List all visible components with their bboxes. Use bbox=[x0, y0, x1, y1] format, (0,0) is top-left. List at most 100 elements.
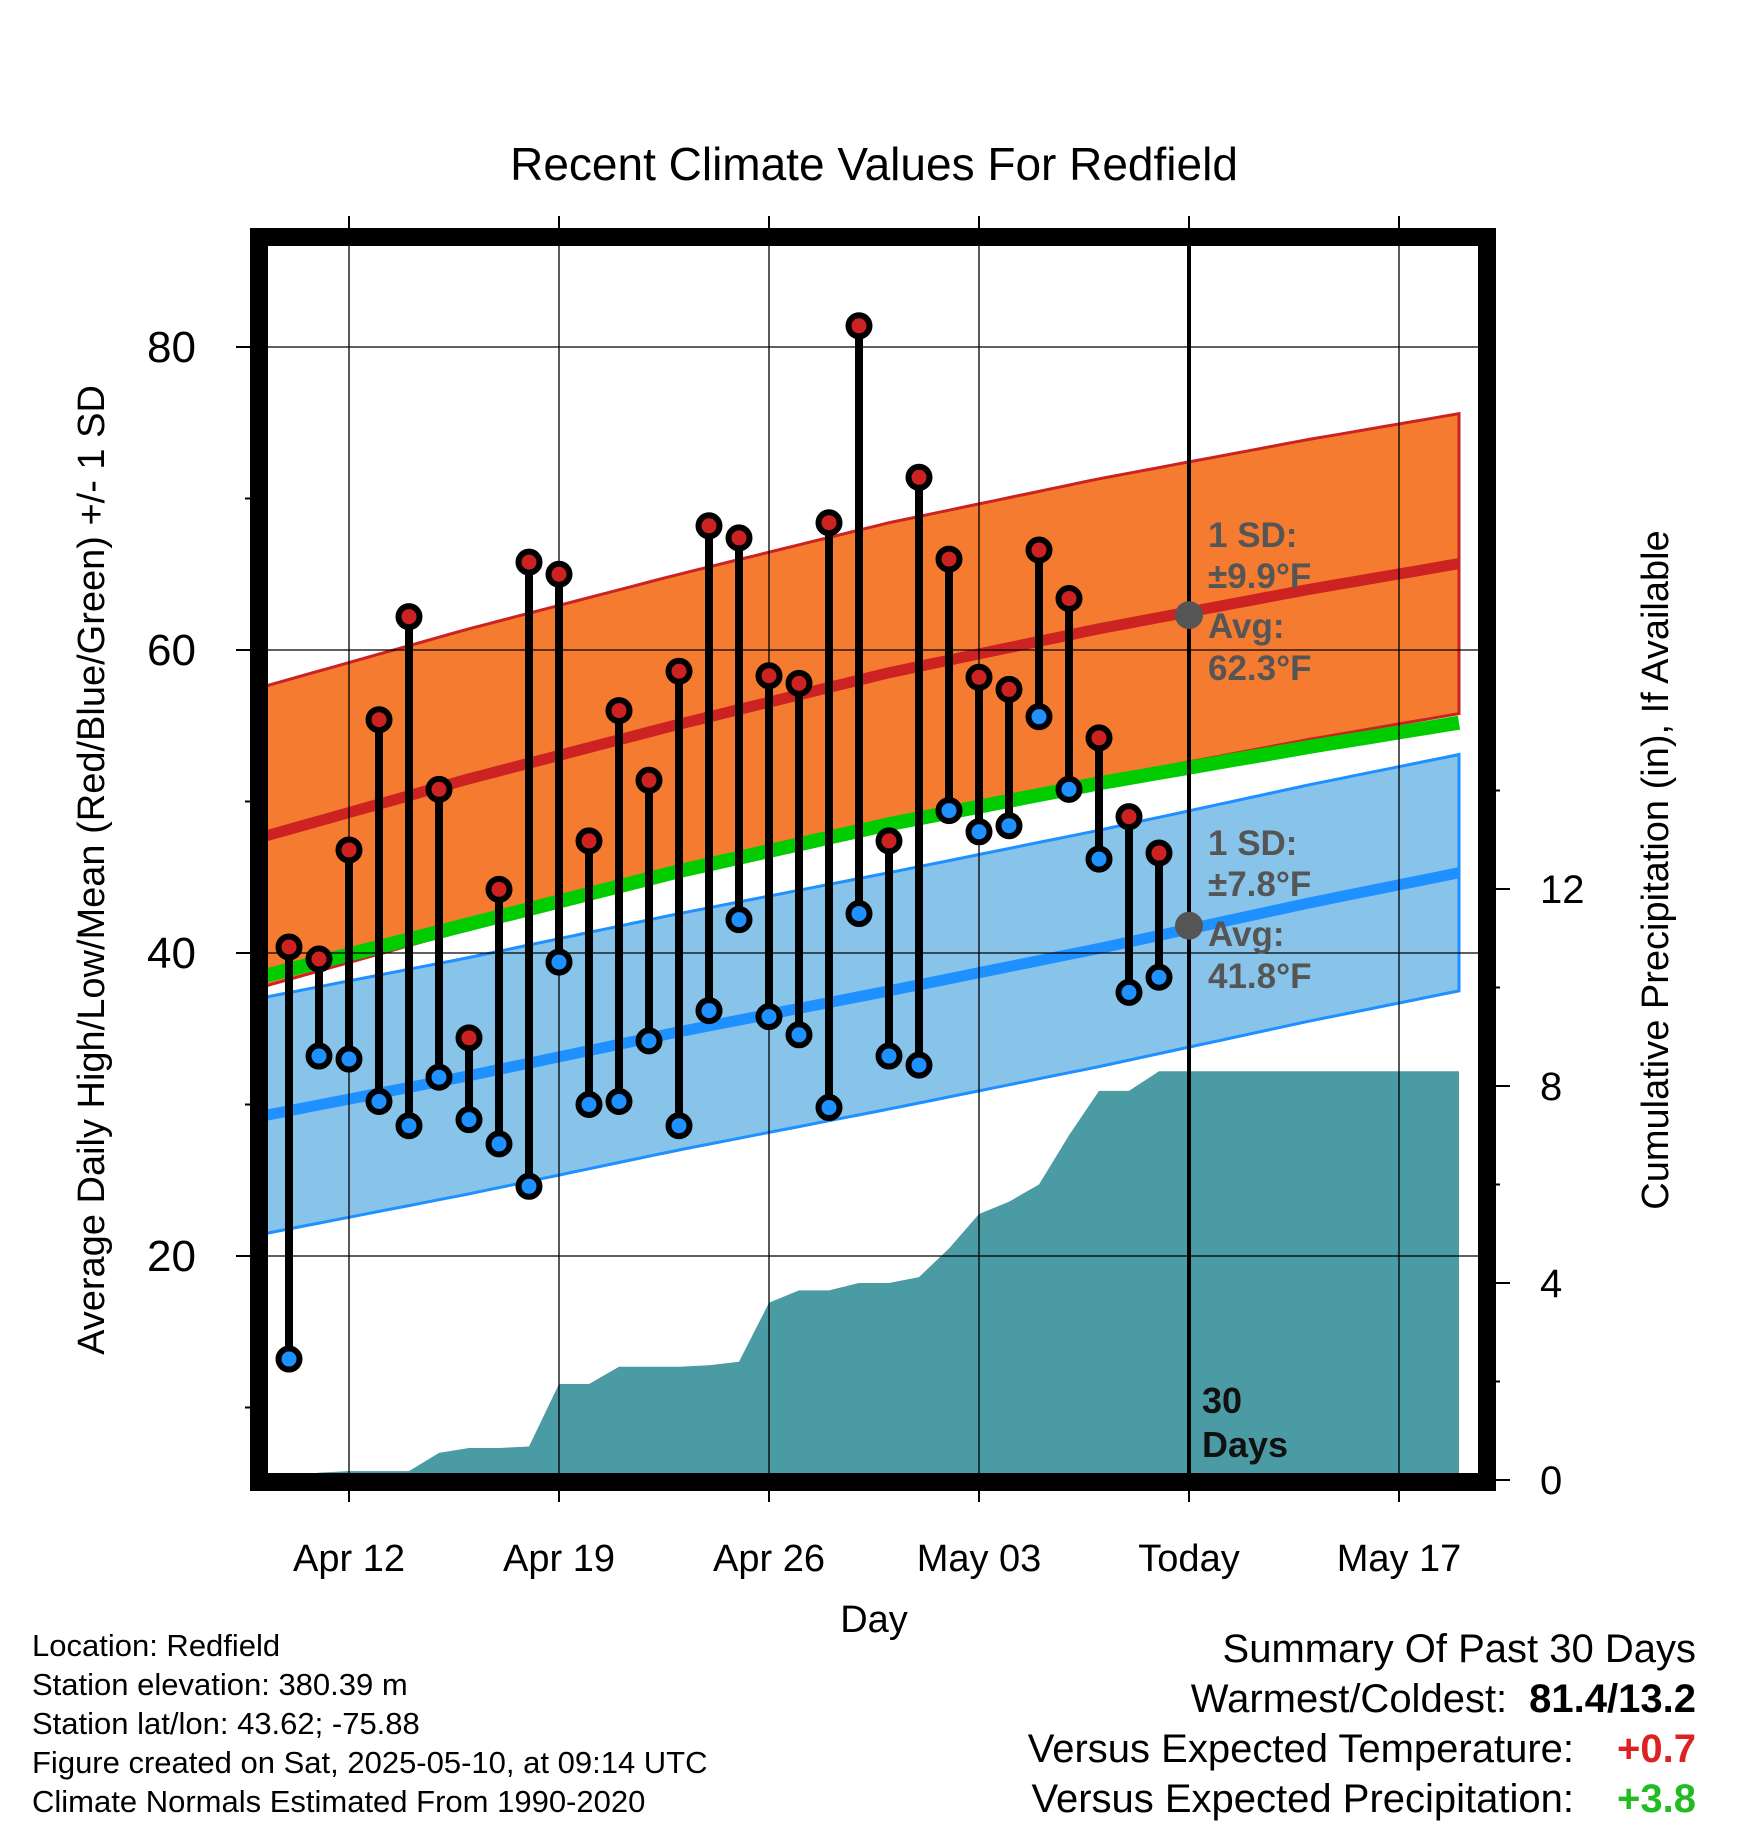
low-temp-point bbox=[305, 1042, 333, 1070]
low-temp-point bbox=[485, 1130, 513, 1158]
low-temp-point bbox=[1055, 775, 1083, 803]
observation-apr-29 bbox=[845, 312, 873, 928]
temp-vs-expected-row: Versus Expected Temperature: +0.7 bbox=[1028, 1724, 1696, 1774]
observation-apr-13 bbox=[365, 706, 393, 1115]
warmest-coldest-label: Warmest/Coldest: bbox=[1190, 1677, 1508, 1721]
observation-apr-14 bbox=[395, 603, 423, 1140]
observation-apr-19 bbox=[545, 560, 573, 976]
high-temp-point bbox=[755, 662, 783, 690]
high-temp-point bbox=[485, 875, 513, 903]
precip-vs-expected-value: +3.8 bbox=[1617, 1777, 1696, 1821]
low-temp-point bbox=[1145, 963, 1173, 991]
low-temp-point bbox=[1085, 845, 1113, 873]
high-temp-point bbox=[635, 766, 663, 794]
observation-may-4 bbox=[995, 675, 1023, 840]
low-temp-point bbox=[665, 1112, 693, 1140]
low-normal-line bbox=[268, 867, 1461, 1121]
observation-apr-17 bbox=[485, 875, 513, 1158]
observation-may-7 bbox=[1085, 724, 1113, 873]
temp-vs-expected-value: +0.7 bbox=[1617, 1727, 1696, 1771]
low-temp-point bbox=[605, 1087, 633, 1115]
low-temp-point bbox=[725, 906, 753, 934]
summary-title: Summary Of Past 30 Days bbox=[1222, 1627, 1696, 1671]
y-tick-label: 80 bbox=[147, 323, 196, 372]
low-temp-point bbox=[635, 1027, 663, 1055]
low-temp-point bbox=[695, 997, 723, 1025]
low-temp-point bbox=[455, 1106, 483, 1134]
observation-apr-30 bbox=[875, 827, 903, 1070]
low-temp-point bbox=[965, 818, 993, 846]
observation-apr-24 bbox=[695, 512, 723, 1025]
observation-apr-12 bbox=[335, 836, 363, 1073]
high-temp-point bbox=[1085, 724, 1113, 752]
high-temp-point bbox=[845, 312, 873, 340]
observation-apr-23 bbox=[665, 657, 693, 1140]
low-temp-point bbox=[425, 1063, 453, 1091]
y-axis-label: Average Daily High/Low/Mean (Red/Blue/Gr… bbox=[71, 385, 113, 1355]
observation-apr-11 bbox=[305, 945, 333, 1070]
high-avg-value: 62.3°F bbox=[1208, 649, 1312, 688]
low-temp-point bbox=[515, 1172, 543, 1200]
observation-apr-18 bbox=[515, 548, 543, 1200]
y-tick-label: 20 bbox=[147, 1232, 196, 1281]
high-temp-point bbox=[815, 509, 843, 537]
high-temp-point bbox=[935, 545, 963, 573]
y2-tick-label: 8 bbox=[1540, 1065, 1562, 1109]
high-temp-point bbox=[365, 706, 393, 734]
observation-apr-27 bbox=[785, 669, 813, 1049]
observation-may-6 bbox=[1055, 584, 1083, 803]
high-avg-label: Avg: bbox=[1208, 607, 1284, 646]
high-temp-point bbox=[665, 657, 693, 685]
low-temp-point bbox=[365, 1087, 393, 1115]
x-tick-label: Today bbox=[1138, 1538, 1239, 1580]
y2-axis-label: Cumulative Precipitation (in), If Availa… bbox=[1635, 530, 1677, 1209]
high-temp-point bbox=[515, 548, 543, 576]
observation-apr-10 bbox=[275, 933, 303, 1373]
observation-apr-22 bbox=[635, 766, 663, 1055]
high-temp-point bbox=[785, 669, 813, 697]
observation-may-2 bbox=[935, 545, 963, 825]
precip-vs-expected-row: Versus Expected Precipitation: +3.8 bbox=[1028, 1774, 1696, 1824]
low-temp-point bbox=[1025, 703, 1053, 731]
warmest-coldest-value: 81.4/13.2 bbox=[1529, 1677, 1696, 1721]
high-temp-point bbox=[905, 463, 933, 491]
plot-frame bbox=[250, 228, 1496, 1491]
high-temp-point bbox=[275, 933, 303, 961]
high-temp-point bbox=[875, 827, 903, 855]
high-temp-point bbox=[395, 603, 423, 631]
low-temp-point bbox=[995, 812, 1023, 840]
annotations: Recent Climate Values For Redfield Day A… bbox=[71, 138, 1677, 1641]
y2-tick-label: 12 bbox=[1540, 868, 1585, 912]
low-temp-point bbox=[935, 797, 963, 825]
high-temp-point bbox=[1145, 839, 1173, 867]
high-temp-point bbox=[605, 697, 633, 725]
high-temp-point bbox=[695, 512, 723, 540]
observation-apr-26 bbox=[755, 662, 783, 1031]
observation-apr-16 bbox=[455, 1024, 483, 1134]
low-temp-point bbox=[1115, 978, 1143, 1006]
low-temp-point bbox=[575, 1091, 603, 1118]
observation-apr-20 bbox=[575, 827, 603, 1118]
observation-may-3 bbox=[965, 663, 993, 846]
x-tick-label: Apr 19 bbox=[503, 1538, 615, 1580]
temp-vs-expected-label: Versus Expected Temperature: bbox=[1027, 1727, 1574, 1771]
high-temp-point bbox=[1115, 803, 1143, 831]
low-sd-value: ±7.8°F bbox=[1208, 865, 1311, 904]
y-tick-label: 60 bbox=[147, 626, 196, 675]
low-sd-label: 1 SD: bbox=[1208, 824, 1297, 863]
x-tick-label: May 17 bbox=[1337, 1538, 1462, 1580]
x-axis-label: Day bbox=[840, 1599, 908, 1641]
high-temp-point bbox=[425, 775, 453, 803]
high-temp-point bbox=[545, 560, 573, 588]
precipitation-area bbox=[317, 1071, 1459, 1473]
observation-apr-28 bbox=[815, 509, 843, 1122]
low-temp-point bbox=[395, 1112, 423, 1140]
low-temp-point bbox=[545, 948, 573, 976]
days-label-number: 30 bbox=[1202, 1380, 1242, 1421]
created-text: Figure created on Sat, 2025-05-10, at 09… bbox=[32, 1745, 708, 1780]
normals-text: Climate Normals Estimated From 1990-2020 bbox=[32, 1784, 646, 1819]
x-tick-label: Apr 26 bbox=[713, 1538, 825, 1580]
axes: Apr 12 Apr 19 Apr 26 May 03 Today May 1720406… bbox=[147, 216, 1585, 1580]
high-temp-point bbox=[965, 663, 993, 691]
